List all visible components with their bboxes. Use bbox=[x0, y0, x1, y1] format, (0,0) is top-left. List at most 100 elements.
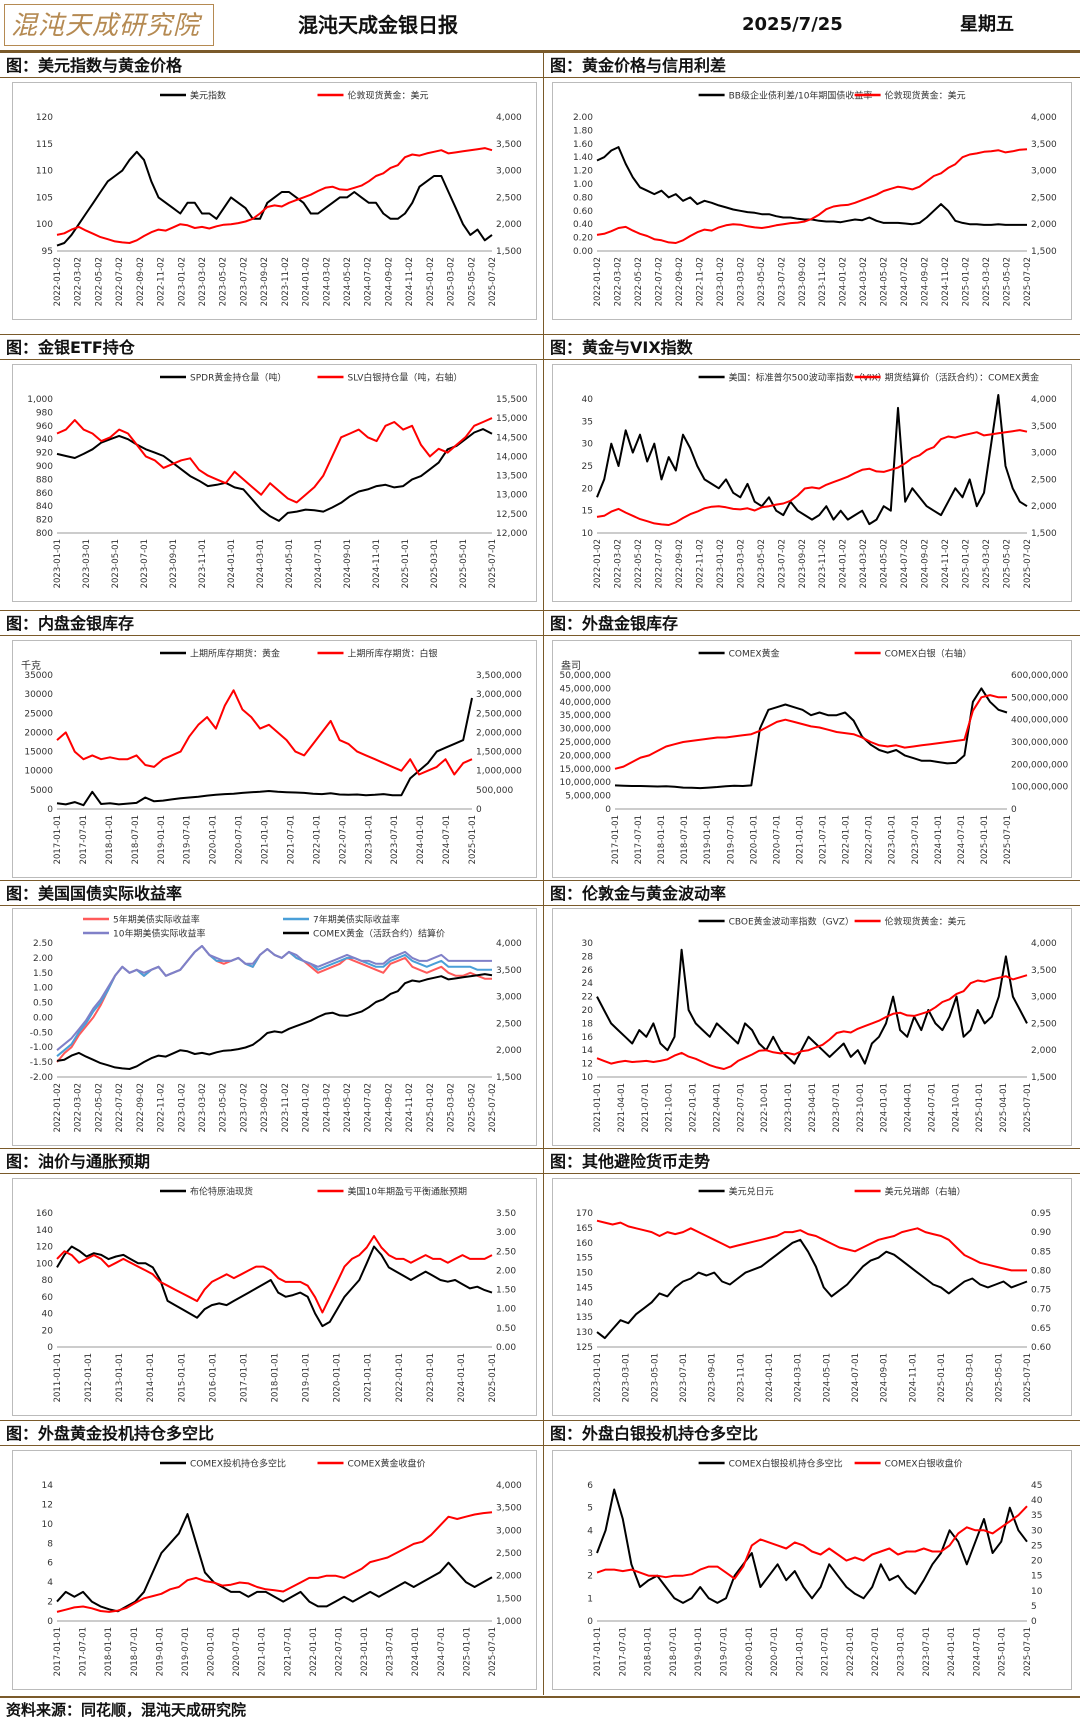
x-tick-label: 2025-07-01 bbox=[1023, 1353, 1033, 1402]
y-tick-label-left: 800 bbox=[36, 529, 53, 539]
x-tick-label: 2019-07-01 bbox=[719, 1627, 729, 1676]
y-tick-label-right: 1,500 bbox=[496, 247, 522, 257]
x-tick-label: 2024-01-01 bbox=[947, 1627, 957, 1676]
y-tick-label-right: 2,500 bbox=[496, 1549, 522, 1559]
x-tick-label: 2024-07-01 bbox=[972, 1627, 982, 1676]
y-tick-label-right: 2,000 bbox=[496, 1572, 522, 1582]
x-tick-label: 2021-01-01 bbox=[258, 1627, 268, 1676]
y-tick-label-left: 20,000,000 bbox=[559, 751, 611, 761]
section-title: 图：外盘金银库存 bbox=[544, 610, 1080, 636]
x-tick-label: 2022-01-01 bbox=[689, 1083, 699, 1132]
legend-label: COMEX黄金收盘价 bbox=[348, 1458, 426, 1470]
x-tick-label: 2022-05-02 bbox=[634, 257, 644, 306]
company-logo: 混沌天成研究院 bbox=[4, 4, 214, 46]
legend-label: 7年期美债实际收益率 bbox=[313, 914, 400, 926]
x-tick-label: 2021-07-01 bbox=[286, 815, 296, 864]
y-tick-label-right: 4,000 bbox=[1031, 395, 1057, 405]
y-tick-label-left: 6 bbox=[47, 1559, 53, 1569]
y-tick-label-left: 1.20 bbox=[573, 167, 593, 177]
x-tick-label: 2024-09-02 bbox=[384, 257, 394, 306]
y-tick-label-left: 30000 bbox=[24, 690, 53, 700]
column-divider bbox=[543, 50, 544, 1695]
legend-label: 伦敦现货黄金：美元 bbox=[885, 916, 966, 928]
legend-label: 美元兑瑞郎（右轴） bbox=[885, 1186, 966, 1198]
y-tick-label-right: 15,500 bbox=[496, 395, 528, 405]
y-tick-label-left: 1 bbox=[587, 1594, 593, 1604]
x-tick-label: 2017-01-01 bbox=[53, 1627, 63, 1676]
section-title: 图：黄金价格与信用利差 bbox=[544, 52, 1080, 78]
y-tick-label-right: 10 bbox=[1031, 1587, 1043, 1597]
y-tick-label-left: 30 bbox=[582, 939, 594, 949]
x-tick-label: 2024-01-01 bbox=[411, 1627, 421, 1676]
y-tick-label-right: 3,000 bbox=[496, 993, 522, 1003]
x-tick-label: 2022-01-01 bbox=[842, 815, 852, 864]
axis-unit-label: 盎司 bbox=[561, 659, 581, 672]
chart-legend: 5年期美债实际收益率 7年期美债实际收益率 10年期美债实际收益率 COMEX黄金（活… bbox=[83, 914, 445, 940]
series-line bbox=[596, 1505, 1028, 1580]
x-tick-label: 2022-01-02 bbox=[593, 539, 603, 588]
x-tick-label: 2019-07-01 bbox=[181, 1627, 191, 1676]
series-line bbox=[56, 973, 493, 1070]
y-tick-label-right: 1,000,000 bbox=[476, 767, 522, 777]
x-tick-label: 2022-07-01 bbox=[871, 1627, 881, 1676]
x-tick-label: 2018-01-01 bbox=[657, 815, 667, 864]
y-tick-label-left: 1.50 bbox=[33, 969, 53, 979]
y-tick-label-left: 2 bbox=[47, 1598, 53, 1608]
y-tick-label-right: 14,000 bbox=[496, 452, 528, 462]
x-tick-label: 2014-01-01 bbox=[146, 1353, 156, 1402]
x-tick-label: 2019-01-01 bbox=[157, 815, 167, 864]
x-tick-label: 2025-01-02 bbox=[426, 1083, 436, 1132]
x-tick-label: 2018-07-01 bbox=[131, 815, 141, 864]
x-tick-label: 2023-09-02 bbox=[260, 1083, 270, 1132]
x-tick-label: 2018-01-01 bbox=[644, 1627, 654, 1676]
y-tick-label-right: 2,500 bbox=[496, 193, 522, 203]
y-tick-label-right: 3.00 bbox=[496, 1228, 516, 1238]
y-tick-label-left: 2.00 bbox=[573, 113, 593, 123]
y-tick-label-left: 20000 bbox=[24, 728, 53, 738]
y-tick-label-left: 18 bbox=[582, 1019, 594, 1029]
x-tick-label: 2023-05-02 bbox=[219, 257, 229, 306]
x-tick-label: 2022-04-01 bbox=[712, 1083, 722, 1132]
y-tick-label-left: 820 bbox=[36, 516, 53, 526]
x-tick-label: 2019-01-01 bbox=[703, 815, 713, 864]
y-tick-label-left: 0 bbox=[605, 805, 611, 815]
y-tick-label-left: 105 bbox=[36, 193, 53, 203]
y-tick-label-right: 4,000 bbox=[496, 113, 522, 123]
y-tick-label-right: 13,500 bbox=[496, 472, 528, 482]
legend-label: SPDR黄金持仓量（吨） bbox=[190, 372, 286, 384]
y-tick-label-left: 2.00 bbox=[33, 954, 53, 964]
y-tick-label-left: 1.80 bbox=[573, 126, 593, 136]
y-tick-label-left: 50,000,000 bbox=[559, 671, 611, 681]
x-tick-label: 2023-01-01 bbox=[360, 1627, 370, 1676]
y-tick-label-right: 3,000,000 bbox=[476, 690, 522, 700]
x-tick-label: 2024-01-02 bbox=[839, 257, 849, 306]
y-tick-label-left: 24 bbox=[582, 979, 594, 989]
x-tick-label: 2023-03-02 bbox=[198, 257, 208, 306]
y-tick-label-right: 2.00 bbox=[496, 1266, 516, 1276]
y-tick-label-left: -0.50 bbox=[30, 1028, 54, 1038]
y-tick-label-left: 12 bbox=[582, 1060, 593, 1070]
y-tick-label-left: 15,000,000 bbox=[559, 765, 611, 775]
chart-real-yields: 5年期美债实际收益率 7年期美债实际收益率 10年期美债实际收益率 COMEX黄金（活… bbox=[12, 908, 537, 1146]
y-tick-label-right: 12,000 bbox=[496, 529, 528, 539]
y-tick-label-left: 0.00 bbox=[33, 1013, 53, 1023]
y-tick-label-right: 2,000 bbox=[496, 1046, 522, 1056]
x-tick-label: 2024-03-02 bbox=[322, 1083, 332, 1132]
x-tick-label: 2023-05-02 bbox=[757, 539, 767, 588]
y-tick-label-right: 2.50 bbox=[496, 1247, 516, 1257]
x-tick-label: 2019-07-01 bbox=[726, 815, 736, 864]
series-line bbox=[56, 1245, 493, 1328]
series-line bbox=[614, 694, 1007, 770]
x-tick-label: 2025-05-02 bbox=[1003, 257, 1013, 306]
series-line bbox=[56, 689, 473, 776]
section-title: 图：黄金与VIX指数 bbox=[544, 334, 1080, 360]
series-line bbox=[56, 945, 492, 1063]
y-tick-label-left: 0.60 bbox=[573, 207, 593, 217]
y-tick-label-left: 0 bbox=[47, 805, 53, 815]
x-tick-label: 2022-11-02 bbox=[695, 539, 705, 588]
y-tick-label-left: 4 bbox=[47, 1578, 53, 1588]
legend-label: COMEX白银（右轴） bbox=[885, 648, 972, 660]
series-line bbox=[596, 148, 1028, 244]
x-tick-label: 2022-01-01 bbox=[309, 1627, 319, 1676]
x-tick-label: 2025-01-01 bbox=[975, 1083, 985, 1132]
